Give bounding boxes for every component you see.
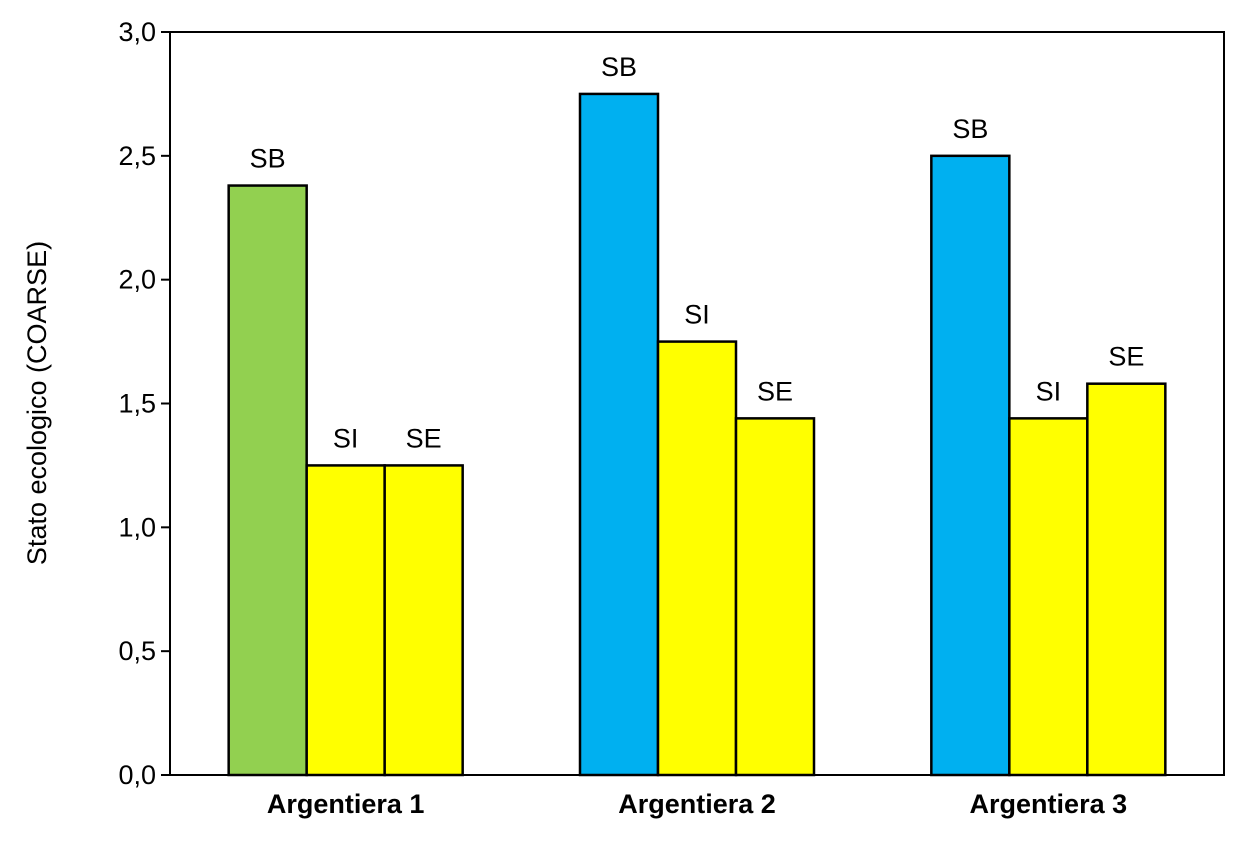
bar-value-label: SB — [250, 144, 286, 174]
y-tick-label: 1,0 — [118, 512, 156, 542]
y-axis-ticks: 0,0 0,5 1,0 1,5 2,0 2,5 3,0 — [118, 17, 170, 790]
y-tick-label: 0,0 — [118, 760, 156, 790]
bar-value-label: SI — [333, 423, 359, 453]
y-tick-label: 0,5 — [118, 636, 156, 666]
bar-value-label: SE — [406, 423, 442, 453]
x-category-label: Argentiera 1 — [267, 789, 425, 819]
y-tick-label: 2,0 — [118, 265, 156, 295]
bar-value-label: SB — [952, 114, 988, 144]
bar-labels: SB SI SE SB SI SE SB SI SE — [250, 52, 1145, 453]
y-axis-title: Stato ecologico (COARSE) — [22, 241, 52, 565]
bar-value-label: SB — [601, 52, 637, 82]
bar-value-label: SE — [1108, 342, 1144, 372]
bar-si — [305, 464, 386, 777]
x-category-label: Argentiera 3 — [970, 789, 1128, 819]
category-labels: Argentiera 1 Argentiera 2 Argentiera 3 — [267, 789, 1127, 819]
bar-value-label: SE — [757, 376, 793, 406]
y-tick-label: 2,5 — [118, 141, 156, 171]
bar-sb — [930, 154, 1011, 777]
y-tick-label: 1,5 — [118, 389, 156, 419]
x-category-label: Argentiera 2 — [618, 789, 776, 819]
bar-si — [656, 340, 738, 777]
bar-se — [734, 417, 816, 777]
bar-se — [383, 464, 464, 777]
bars — [227, 92, 1167, 777]
bar-value-label: SI — [1036, 376, 1062, 406]
bar-sb — [227, 184, 308, 777]
bar-sb — [578, 92, 660, 777]
y-tick-label: 3,0 — [118, 17, 156, 47]
bar-se — [1086, 382, 1167, 777]
bar-value-label: SI — [684, 300, 710, 330]
bar-si — [1008, 417, 1089, 777]
